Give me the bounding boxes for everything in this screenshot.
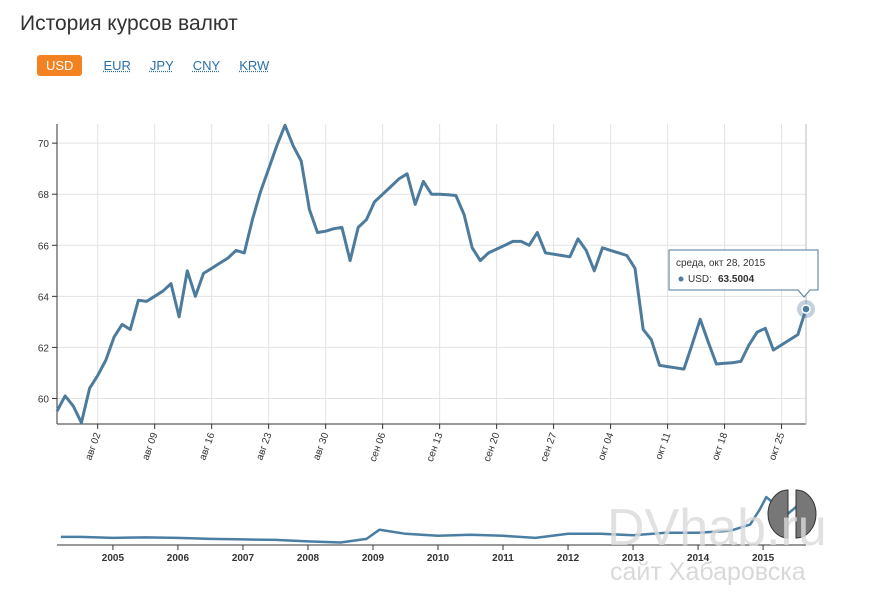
y-tick-label: 66	[38, 241, 50, 252]
series-line	[55, 123, 808, 425]
x-tick-label: авг 02	[83, 431, 103, 462]
y-tick-label: 64	[38, 292, 50, 303]
x-tick-label: сен 20	[482, 431, 503, 463]
x-tick-label: сен 06	[368, 431, 389, 463]
y-tick-label: 70	[38, 139, 50, 150]
nav-handle	[795, 489, 817, 539]
x-tick-label: сен 13	[425, 431, 446, 463]
currency-tabs: USD EUR JPY CNY KRW	[37, 55, 288, 76]
tooltip-label: USD:	[688, 274, 712, 285]
tab[interactable]: EUR	[103, 58, 131, 73]
x-tick-label: 2013	[622, 553, 645, 564]
y-tick-label: 60	[38, 394, 50, 405]
watermark-caption: сайт Хабаровска	[610, 558, 806, 586]
x-tick-label: окт 04	[596, 431, 616, 462]
x-tick-label: авг 23	[254, 431, 274, 462]
tooltip-marker	[678, 276, 684, 282]
series-line	[60, 495, 807, 544]
tab[interactable]: USD	[37, 55, 83, 76]
x-tick-label: окт 18	[710, 431, 730, 462]
x-tick-label: 2012	[557, 553, 580, 564]
tooltip-value: 63.5004	[718, 274, 755, 285]
x-tick-label: авг 16	[197, 431, 217, 462]
x-tick-label: 2015	[752, 553, 775, 564]
x-tick-label: окт 25	[767, 431, 787, 462]
x-tick-label: 2008	[297, 553, 320, 564]
tab[interactable]: KRW	[239, 58, 270, 73]
x-tick-label: 2007	[232, 553, 255, 564]
x-tick-label: 2010	[427, 553, 450, 564]
y-tick-label: 62	[38, 343, 50, 354]
tooltip: среда, окт 28, 2015 USD: 63.5004	[668, 249, 819, 298]
x-tick-label: 2014	[687, 553, 710, 564]
page-title: История курсов валют	[20, 12, 238, 35]
x-tick-label: 2006	[167, 553, 190, 564]
x-tick-label: 2009	[362, 553, 385, 564]
x-tick-label: 2011	[492, 553, 514, 564]
x-tick-label: авг 09	[140, 431, 160, 462]
highlight-point	[801, 304, 811, 314]
y-tick-label: 68	[38, 190, 50, 201]
tooltip-box	[668, 249, 819, 298]
x-tick-label: сен 27	[539, 431, 560, 463]
x-tick-label: окт 11	[654, 431, 674, 461]
watermark-site: DVhab.ru	[607, 499, 827, 557]
nav-handle	[767, 489, 789, 539]
tooltip-date: среда, окт 28, 2015	[676, 258, 766, 269]
x-tick-label: авг 30	[311, 431, 331, 462]
tab[interactable]: CNY	[192, 58, 221, 73]
tab[interactable]: JPY	[149, 58, 174, 73]
x-tick-label: 2005	[102, 553, 125, 564]
